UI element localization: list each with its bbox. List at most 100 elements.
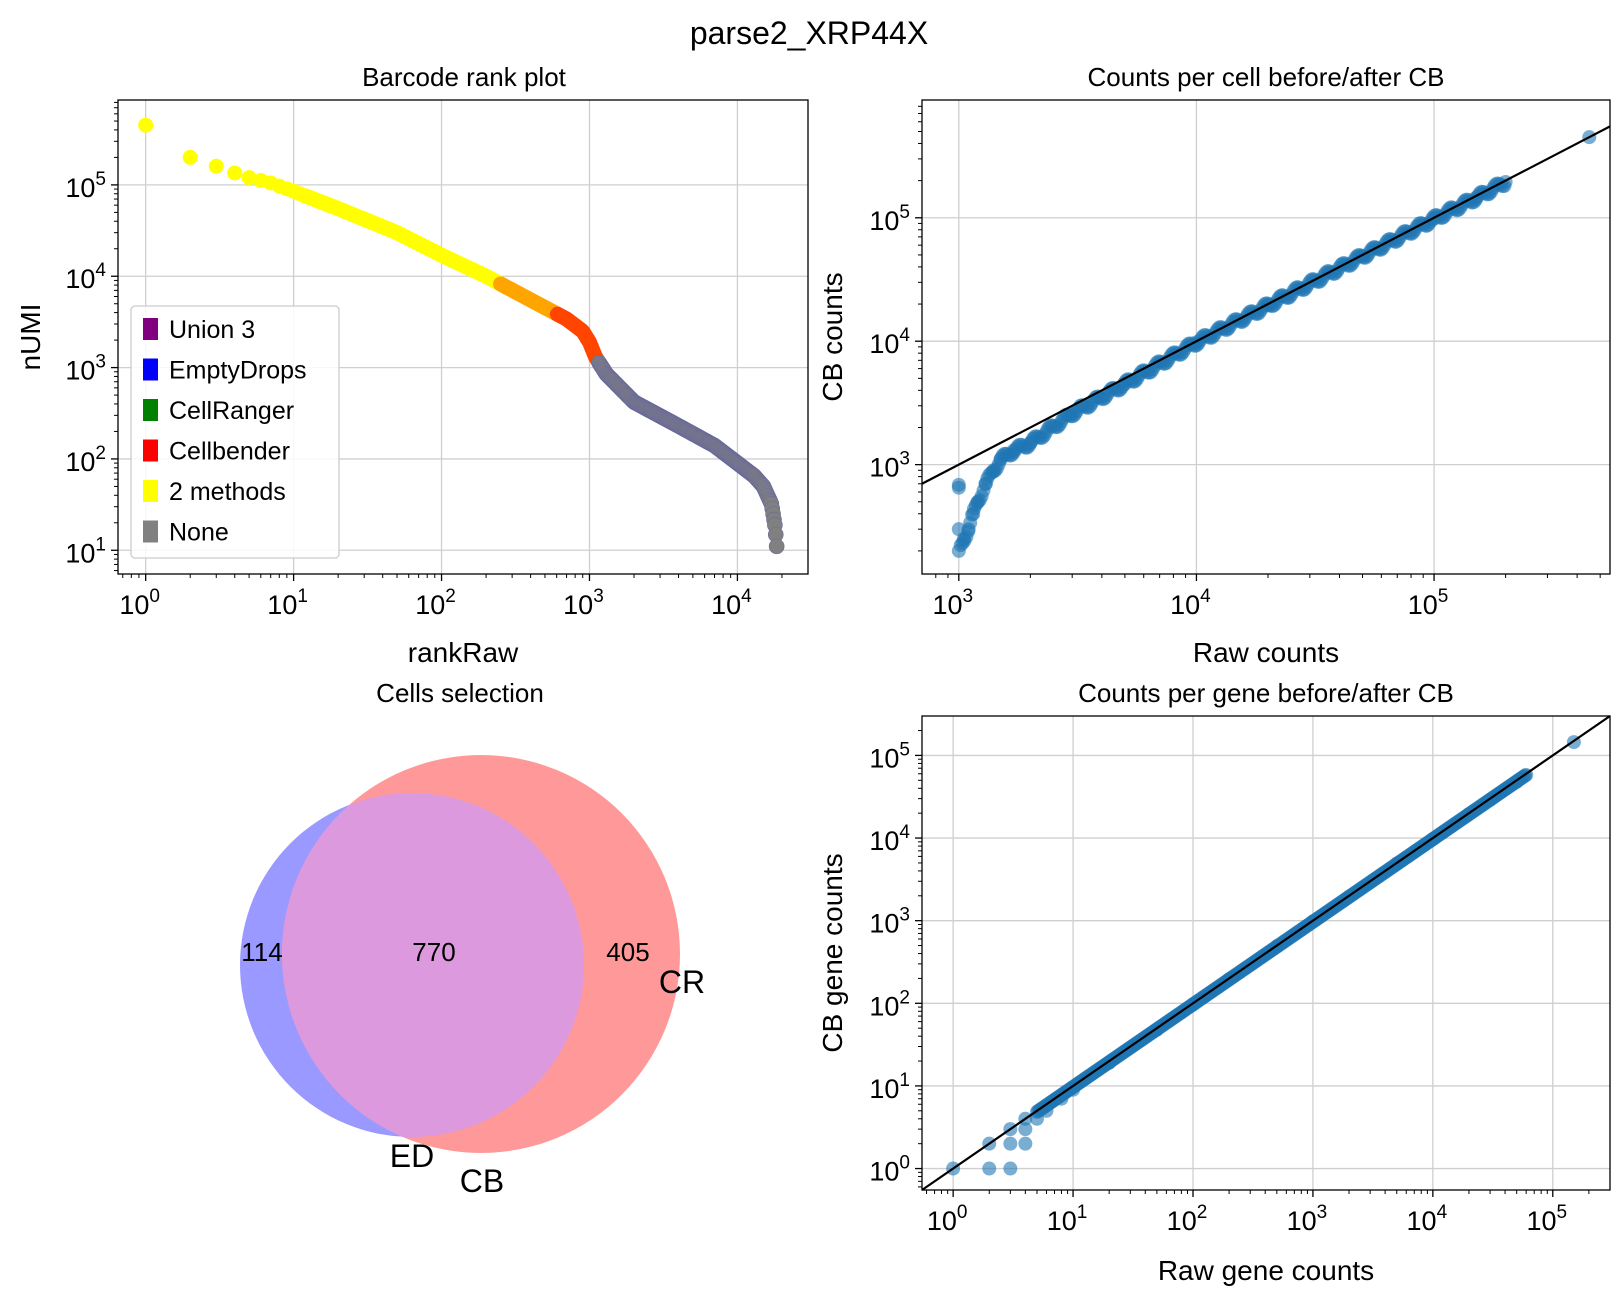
venn-overlap-ed-cb xyxy=(281,793,585,1137)
rank-point xyxy=(227,165,243,181)
cells-selection-panel: Cells selection 114 770 405 ED CB CR xyxy=(240,678,705,1199)
y-tick-label: 102 xyxy=(869,987,910,1021)
cell-point xyxy=(986,463,1001,478)
legend-box xyxy=(130,305,340,559)
x-tick-label: 104 xyxy=(1407,1202,1448,1236)
legend-label: Union 3 xyxy=(169,316,255,344)
y-tick-label: 103 xyxy=(65,352,106,386)
cell-point xyxy=(961,522,976,537)
gene-point xyxy=(1018,1136,1033,1151)
venn-label-cr: CR xyxy=(659,964,705,1000)
cell-point xyxy=(951,543,966,558)
legend-swatch xyxy=(143,399,158,421)
cell-point xyxy=(966,506,981,521)
barcode-rank-panel: Barcode rank plot 100 101 102 103 1041011021… xyxy=(15,62,809,668)
legend-swatch xyxy=(143,480,158,502)
y-tick-label: 103 xyxy=(869,449,910,483)
identity-line xyxy=(921,125,1611,485)
x-tick-label: 105 xyxy=(1408,586,1449,620)
venn-value-ed-only: 114 xyxy=(241,937,282,967)
venn-label-ed: ED xyxy=(390,1138,434,1174)
cell-counts-panel: Counts per cell before/after CB 103 104 10… xyxy=(817,62,1611,668)
cell-point xyxy=(993,452,1008,467)
gene-counts-ylabel: CB gene counts xyxy=(817,853,848,1052)
x-tick-label: 103 xyxy=(563,586,604,620)
barcode-rank-title: Barcode rank plot xyxy=(362,62,567,92)
cells-selection-title: Cells selection xyxy=(376,678,544,708)
gene-counts-panel: Counts per gene before/after CB 100 101 10… xyxy=(817,678,1611,1286)
y-tick-label: 104 xyxy=(869,325,910,359)
barcode-rank-points xyxy=(138,117,785,555)
rank-point xyxy=(768,538,785,555)
rank-point xyxy=(241,170,257,186)
gene-point xyxy=(1018,1122,1033,1137)
x-tick-label: 101 xyxy=(267,586,308,620)
legend-swatch xyxy=(143,520,158,543)
x-tick-label: 103 xyxy=(1287,1202,1328,1236)
y-tick-label: 105 xyxy=(65,169,106,203)
legend-swatch xyxy=(143,439,158,462)
gene-point xyxy=(1003,1136,1018,1151)
cell-counts-title: Counts per cell before/after CB xyxy=(1088,62,1445,92)
y-tick-label: 103 xyxy=(869,905,910,939)
y-tick-label: 101 xyxy=(869,1070,910,1104)
cell-point xyxy=(978,476,993,491)
barcode-rank-ylabel: nUMI xyxy=(15,304,46,371)
gene-point xyxy=(982,1161,997,1176)
y-tick-label: 100 xyxy=(869,1153,910,1187)
x-tick-label: 100 xyxy=(119,586,160,620)
barcode-rank-ticks: 100 101 102 103 104 101 102 103 104 105 xyxy=(65,101,783,620)
gene-point xyxy=(1066,1082,1081,1097)
gene-counts-title: Counts per gene before/after CB xyxy=(1078,678,1454,708)
y-tick-label: 105 xyxy=(869,202,910,236)
cell-point xyxy=(970,494,985,509)
y-tick-label: 102 xyxy=(65,443,106,477)
x-tick-label: 104 xyxy=(711,586,752,620)
gene-counts-ticks: 100 101 102 103 104 105 100 101 102 103 104 105 xyxy=(869,730,1590,1236)
gene-counts-axes-frame xyxy=(921,715,1611,1191)
legend-label: EmptyDrops xyxy=(169,357,307,385)
gene-point xyxy=(1003,1161,1018,1176)
x-tick-label: 103 xyxy=(932,586,973,620)
legend-entries: Union 3 EmptyDrops CellRanger Cellbender 2 m… xyxy=(143,316,307,547)
barcode-rank-legend: Union 3 EmptyDrops CellRanger Cellbender 2 m… xyxy=(130,305,340,559)
y-tick-label: 104 xyxy=(869,822,910,856)
figure-title: parse2_XRP44X xyxy=(690,15,928,51)
cell-point xyxy=(951,480,966,495)
rank-point xyxy=(138,117,154,133)
legend-label: None xyxy=(169,519,229,547)
cell-point xyxy=(1065,406,1080,421)
legend-swatch xyxy=(143,358,158,381)
y-tick-label: 101 xyxy=(65,534,106,568)
barcode-rank-xlabel: rankRaw xyxy=(408,637,519,668)
gene-counts-grid xyxy=(922,716,1610,1190)
rank-point xyxy=(208,158,224,174)
gene-counts-points xyxy=(921,715,1611,1191)
venn-label-cb: CB xyxy=(460,1163,504,1199)
cell-point xyxy=(1023,435,1038,450)
gene-counts-xlabel: Raw gene counts xyxy=(1158,1255,1374,1286)
cell-point xyxy=(1006,443,1021,458)
legend-label: Cellbender xyxy=(169,438,290,466)
x-tick-label: 105 xyxy=(1526,1202,1567,1236)
x-tick-label: 100 xyxy=(927,1202,968,1236)
cell-counts-ticks: 103 104 105 103 104 105 xyxy=(869,105,1601,620)
x-tick-label: 102 xyxy=(1167,1202,1208,1236)
y-tick-label: 104 xyxy=(65,260,106,294)
legend-label: CellRanger xyxy=(169,397,294,425)
cell-counts-xlabel: Raw counts xyxy=(1193,637,1339,668)
y-tick-label: 105 xyxy=(869,739,910,773)
venn-value-cb-only: 405 xyxy=(606,937,649,967)
legend-label: 2 methods xyxy=(169,478,286,506)
venn-value-ed-cb: 770 xyxy=(412,937,455,967)
x-tick-label: 104 xyxy=(1170,586,1211,620)
barcode-rank-axes-frame xyxy=(117,99,809,575)
x-tick-label: 102 xyxy=(415,586,456,620)
cell-counts-axes-frame xyxy=(921,99,1611,575)
cell-counts-points xyxy=(921,125,1611,558)
rank-point xyxy=(182,149,198,165)
cell-counts-grid xyxy=(922,100,1610,574)
cell-counts-ylabel: CB counts xyxy=(817,272,848,401)
identity-line xyxy=(921,715,1611,1191)
